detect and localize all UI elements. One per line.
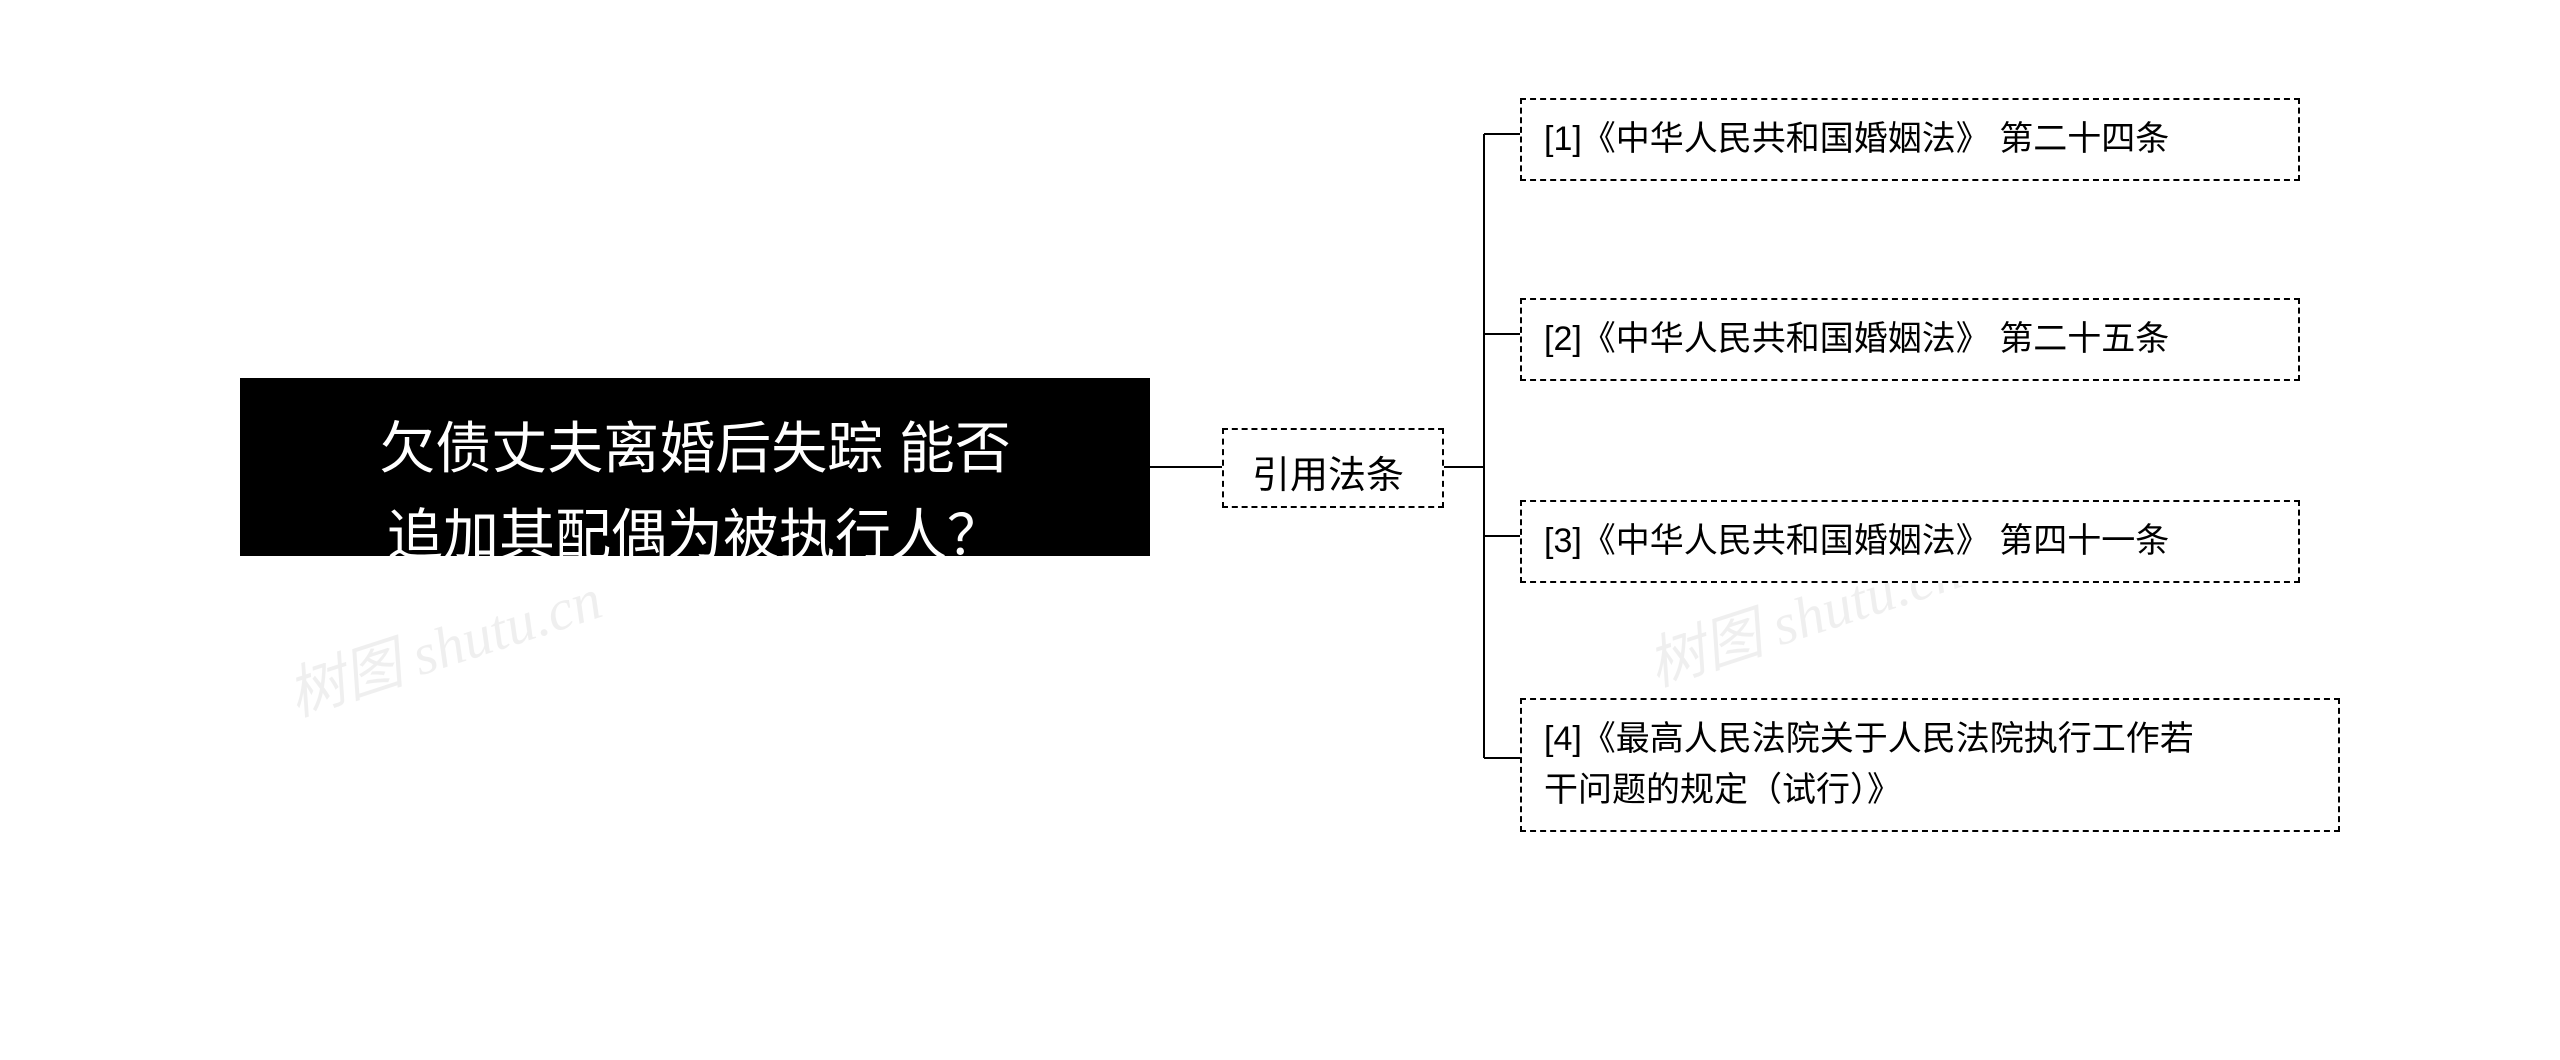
root-line-2: 追加其配偶为被执行人？ <box>276 493 1114 580</box>
root-line-1: 欠债丈夫离婚后失踪 能否 <box>276 406 1114 493</box>
leaf-node-2: [2]《中华人民共和国婚姻法》 第二十五条 <box>1520 298 2300 381</box>
leaf-node-3: [3]《中华人民共和国婚姻法》 第四十一条 <box>1520 500 2300 583</box>
leaf-2-line-1: [2]《中华人民共和国婚姻法》 第二十五条 <box>1544 314 2276 365</box>
leaf-4-line-2: 干问题的规定（试行）》 <box>1544 765 2316 816</box>
branch-label: 引用法条 <box>1252 448 1414 505</box>
leaf-1-line-1: [1]《中华人民共和国婚姻法》 第二十四条 <box>1544 114 2276 165</box>
leaf-node-1: [1]《中华人民共和国婚姻法》 第二十四条 <box>1520 98 2300 181</box>
branch-node: 引用法条 <box>1222 428 1444 508</box>
root-node: 欠债丈夫离婚后失踪 能否 追加其配偶为被执行人？ <box>240 378 1150 556</box>
leaf-4-line-1: [4]《最高人民法院关于人民法院执行工作若 <box>1544 714 2316 765</box>
leaf-3-line-1: [3]《中华人民共和国婚姻法》 第四十一条 <box>1544 516 2276 567</box>
leaf-node-4: [4]《最高人民法院关于人民法院执行工作若 干问题的规定（试行）》 <box>1520 698 2340 832</box>
watermark-text: 树图 shutu.cn <box>280 566 610 728</box>
